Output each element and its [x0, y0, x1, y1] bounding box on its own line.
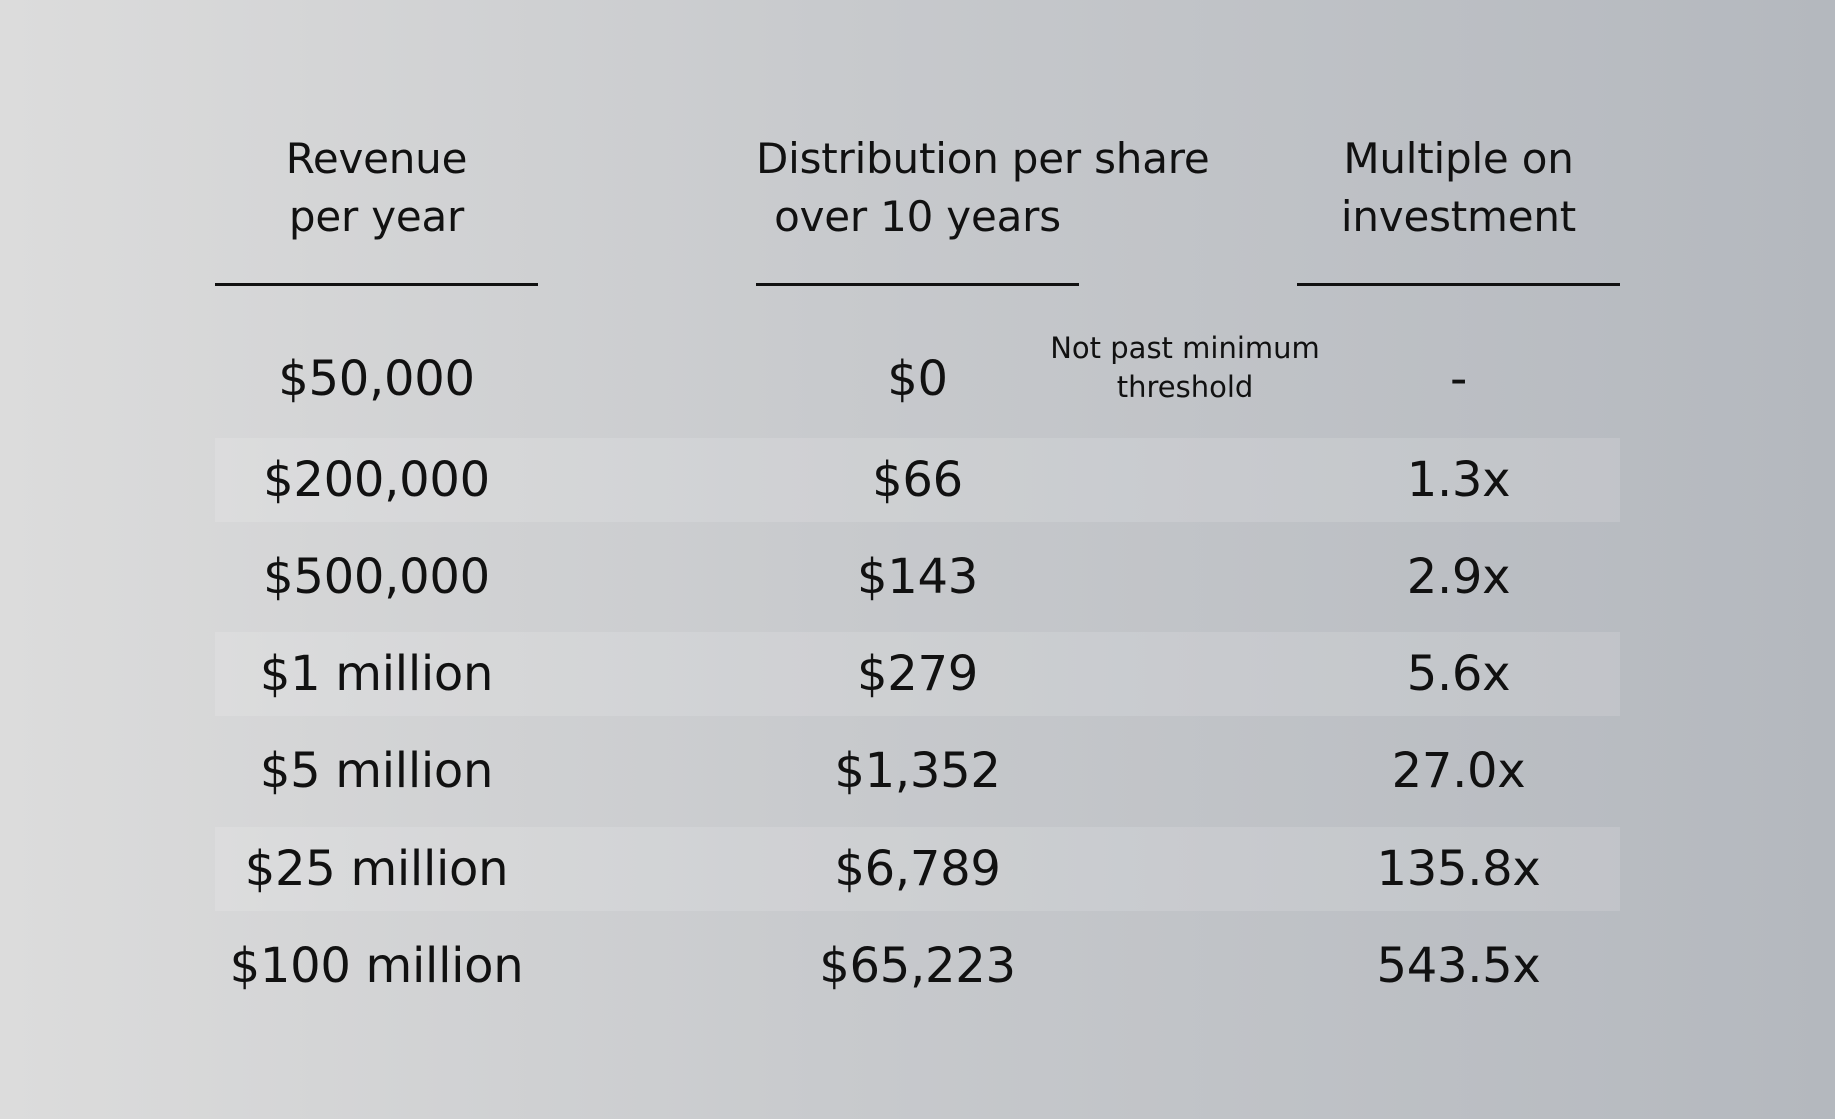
table-row-1: $50,000 $0 Not past minimum threshold -	[215, 331, 1620, 421]
threshold-note: Not past minimum threshold	[1035, 329, 1335, 407]
table-row-7: $100 million $65,223 543.5x	[215, 924, 1620, 1008]
distribution-cell: $1,352	[834, 743, 1001, 799]
table-row-5: $5 million $1,352 27.0x	[215, 729, 1620, 813]
header-multiple-line-2: investment	[1340, 192, 1577, 241]
revenue-cell: $5 million	[259, 743, 494, 799]
distribution-cell: $65,223	[819, 938, 1016, 994]
header-distribution-line-2: over 10 years	[774, 192, 1061, 241]
header-multiple-line-1: Multiple on	[1343, 134, 1574, 183]
table-row-6: $25 million $6,789 135.8x	[215, 827, 1620, 911]
multiple-cell: 543.5x	[1376, 938, 1541, 994]
threshold-note-line-1: Not past minimum	[1050, 331, 1320, 365]
revenue-cell: $100 million	[229, 938, 524, 994]
table-row-2: $200,000 $66 1.3x	[215, 438, 1620, 522]
distribution-cell: $279	[857, 646, 978, 702]
revenue-cell: $50,000	[278, 351, 475, 407]
multiple-cell: -	[1449, 351, 1468, 407]
table-row-4: $1 million $279 5.6x	[215, 632, 1620, 716]
distribution-table: Revenue per year Distribution per share …	[215, 0, 1620, 1119]
multiple-cell: 5.6x	[1406, 646, 1511, 702]
distribution-cell: $6,789	[834, 841, 1001, 897]
header-distribution: Distribution per share over 10 years	[756, 130, 1210, 286]
header-revenue-line-2: per year	[288, 192, 465, 241]
revenue-cell: $200,000	[263, 452, 490, 508]
header-multiple-rule	[1297, 283, 1620, 286]
revenue-cell: $25 million	[244, 841, 509, 897]
table-row-3: $500,000 $143 2.9x	[215, 535, 1620, 619]
revenue-cell: $500,000	[263, 549, 490, 605]
revenue-cell: $1 million	[259, 646, 494, 702]
multiple-cell: 27.0x	[1391, 743, 1526, 799]
distribution-cell: $66	[872, 452, 963, 508]
multiple-cell: 1.3x	[1406, 452, 1511, 508]
multiple-cell: 2.9x	[1406, 549, 1511, 605]
header-revenue-rule	[215, 283, 538, 286]
multiple-cell: 135.8x	[1376, 841, 1541, 897]
distribution-cell: $0	[887, 351, 948, 407]
header-revenue: Revenue per year	[215, 130, 538, 286]
threshold-note-line-2: threshold	[1116, 370, 1254, 404]
header-distribution-rule	[756, 283, 1079, 286]
distribution-cell: $143	[857, 549, 978, 605]
header-distribution-line-1: Distribution per share	[756, 134, 1210, 183]
header-multiple: Multiple on investment	[1297, 130, 1620, 286]
header-revenue-line-1: Revenue	[285, 134, 468, 183]
